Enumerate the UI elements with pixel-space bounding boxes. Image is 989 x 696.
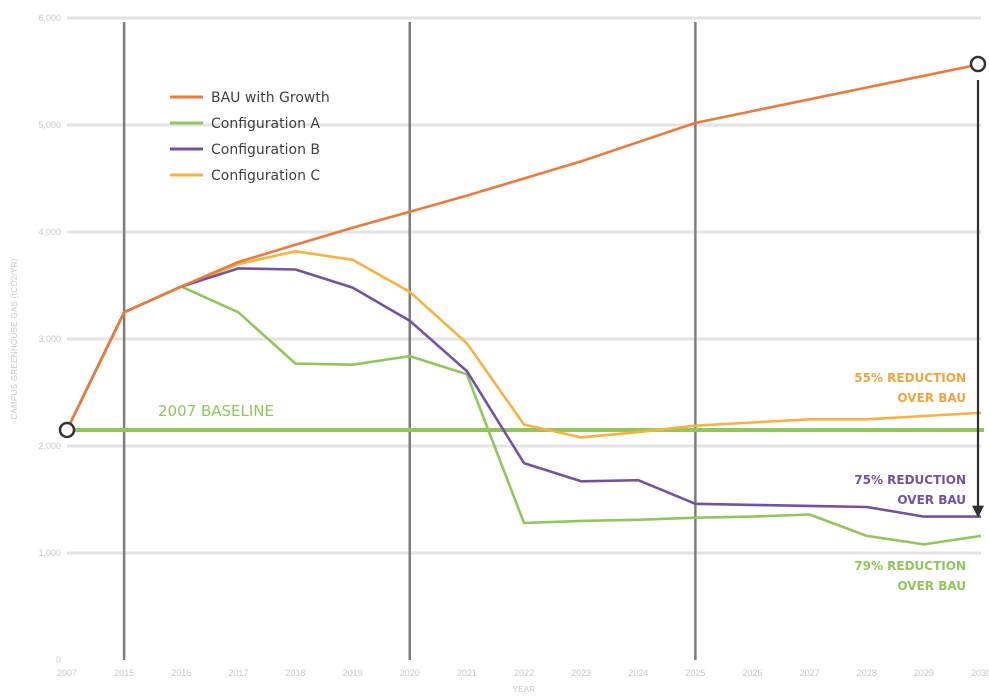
x-axis-title: YEAR: [513, 685, 536, 694]
y-axis-ticks: 0 1,000 2,000 3,000 4,000 5,000 6,000: [38, 13, 61, 665]
x-axis-ticks: 2007 2015 2016 2017 2018 2019 2020 2021 2022 2023…: [57, 668, 989, 678]
gridlines: [67, 16, 981, 555]
x-tick-label: 2025: [685, 668, 705, 678]
arrow-head: [972, 505, 984, 518]
annotation-line2: OVER BAU: [897, 493, 966, 507]
y-axis-title: CAMPUS GREENHOUSE GAS (tCO2/YR): [10, 258, 19, 419]
start-marker: [58, 421, 76, 439]
x-tick-label: 2020: [400, 668, 420, 678]
x-tick-label: 2027: [800, 668, 820, 678]
annotation-line1: 75% REDUCTION: [854, 473, 966, 487]
x-tick-label: 2016: [171, 668, 191, 678]
y-tick-label: 1,000: [38, 548, 61, 558]
legend-label: BAU with Growth: [211, 90, 330, 106]
baseline-label: 2007 BASELINE: [158, 402, 274, 420]
legend: BAU with Growth Configuration A Configurat…: [170, 90, 330, 184]
reduction-annotations: 55% REDUCTION OVER BAU 75% REDUCTION OVER B…: [854, 371, 966, 593]
y-tick-label: 2,000: [38, 441, 61, 451]
x-tick-label: 2018: [285, 668, 305, 678]
annotation-line1: 79% REDUCTION: [854, 559, 966, 573]
x-tick-label: 2022: [514, 668, 534, 678]
x-tick-label: 2029: [914, 668, 934, 678]
annotation-line2: OVER BAU: [897, 391, 966, 405]
series-lines: [58, 62, 982, 546]
x-tick-label: 2028: [857, 668, 877, 678]
milestone-lines: [122, 22, 697, 660]
legend-label: Configuration A: [211, 116, 320, 132]
end-marker: [969, 55, 987, 73]
annotation-line2: OVER BAU: [897, 579, 966, 593]
legend-label: Configuration B: [211, 142, 320, 158]
x-tick-label: 2007: [57, 668, 77, 678]
y-tick-label: 4,000: [38, 227, 61, 237]
x-tick-label: 2021: [457, 668, 477, 678]
x-tick-label: 2015: [114, 668, 134, 678]
series-line: [65, 62, 982, 431]
x-tick-label: 2023: [571, 668, 591, 678]
series-line: [65, 285, 982, 546]
series-line: [65, 267, 981, 518]
y-tick-label: 6,000: [38, 13, 61, 23]
annotation-line1: 55% REDUCTION: [854, 371, 966, 385]
x-tick-label: 2024: [628, 668, 648, 678]
y-tick-label: 3,000: [38, 334, 61, 344]
x-tick-label: 2017: [228, 668, 248, 678]
y-tick-label: 5,000: [38, 120, 61, 130]
x-tick-label: 2030: [971, 668, 989, 678]
x-tick-label: 2019: [343, 668, 363, 678]
legend-label: Configuration C: [211, 168, 320, 184]
baseline: 2007 BASELINE: [67, 402, 984, 432]
x-tick-label: 2026: [742, 668, 762, 678]
reduction-arrow: [969, 55, 987, 518]
y-tick-label: 0: [56, 655, 61, 665]
